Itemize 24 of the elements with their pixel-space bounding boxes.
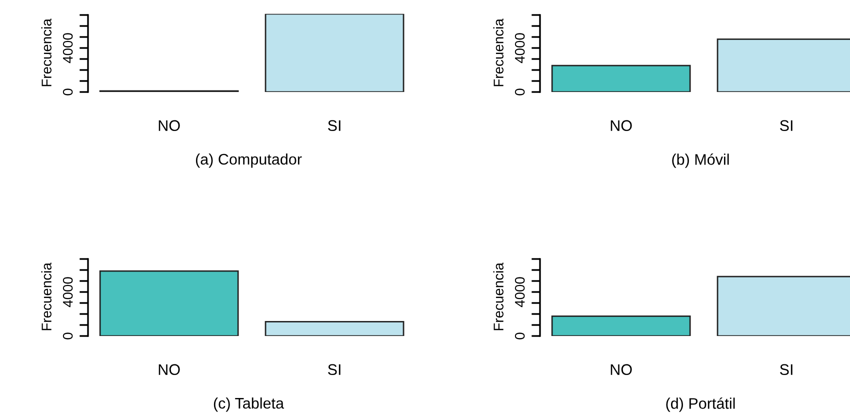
x-tick-label: NO: [158, 364, 180, 375]
y-tick-label: 4000: [62, 277, 73, 308]
y-axis-title: Frecuencia: [41, 18, 52, 86]
y-tick-label: 4000: [62, 33, 73, 64]
x-axis-title: (c) Tableta: [214, 397, 284, 412]
x-tick-label: NO: [610, 364, 632, 375]
y-tick-label: 0: [514, 332, 525, 340]
x-axis-title: (d) Portátil: [666, 397, 735, 412]
y-tick-label: 4000: [514, 33, 525, 64]
x-axis-title: (a) Computador: [196, 153, 302, 168]
x-tick-label: SI: [780, 364, 792, 375]
y-tick-label: 0: [62, 332, 73, 340]
x-tick-label: NO: [610, 120, 632, 131]
y-tick-label: 0: [62, 88, 73, 96]
y-tick-label: 0: [514, 88, 525, 96]
x-tick-label: SI: [328, 120, 340, 131]
y-axis-title: Frecuencia: [41, 262, 52, 330]
x-tick-label: SI: [328, 364, 340, 375]
y-tick-label: 4000: [514, 277, 525, 308]
y-axis-title: Frecuencia: [493, 262, 504, 330]
y-axis-title: Frecuencia: [493, 18, 504, 86]
x-tick-label: SI: [780, 120, 792, 131]
x-tick-label: NO: [158, 120, 180, 131]
x-axis-title: (b) Móvil: [672, 153, 729, 168]
